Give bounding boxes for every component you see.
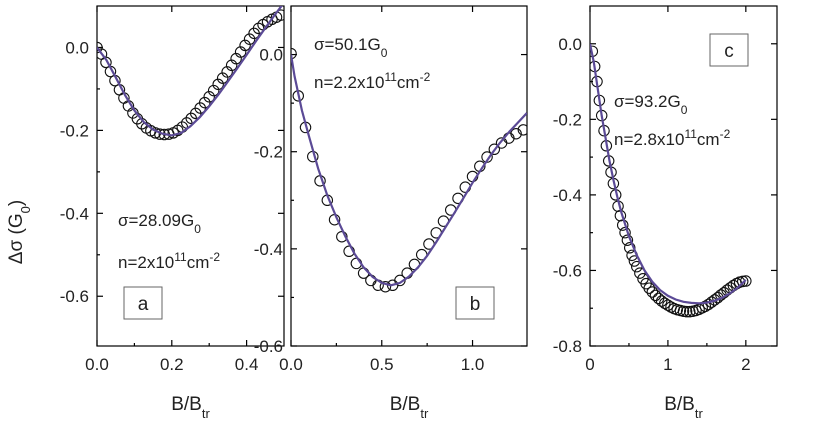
data-point-marker: [379, 280, 392, 293]
data-layer: [291, 47, 527, 293]
panel-b: 0.0 0.5 1.0 0.0 -0.2 -0.4 -0.6 B/Btr σ=50.1G0 n=2…: [254, 5, 528, 421]
fit-curve-line: [590, 43, 747, 305]
x-tick-label: 1: [663, 355, 672, 374]
data-point-marker: [100, 56, 112, 69]
panel-a: 0.0 0.2 0.4 0.0 -0.2 -0.4 -0.6 B/Btr σ=28.09G0 n=…: [60, 5, 285, 421]
x-tick-label: 0: [585, 355, 594, 374]
data-point-marker: [239, 39, 251, 52]
data-point-marker: [510, 127, 522, 140]
data-point-marker: [243, 33, 256, 45]
data-point-marker: [207, 84, 220, 97]
data-point-marker: [198, 96, 211, 109]
data-point-marker: [649, 289, 662, 302]
y-tick-label: -0.4: [553, 186, 582, 205]
y-tick-label: -0.2: [553, 110, 582, 129]
x-tick-label: 0.5: [370, 355, 394, 374]
x-tick-label: 2: [741, 355, 750, 374]
fit-curve-line: [97, 6, 283, 137]
fit-curve-line: [291, 54, 527, 287]
data-point-marker: [699, 300, 712, 313]
panel-label-box: [709, 33, 749, 67]
y-tick-label: -0.6: [60, 287, 89, 306]
annotation-density: n=2.8x1011cm-2: [614, 127, 731, 149]
plot-frame: [96, 5, 285, 347]
panel-c: 0 1 2 0.0 -0.2 -0.4 -0.6 -0.8 B/Btr σ=93.2G0 n=2.8…: [553, 5, 778, 421]
panel-label: b: [470, 294, 481, 315]
data-point-marker: [662, 299, 674, 311]
data-point-marker: [621, 234, 634, 246]
x-tick-label: 0.2: [160, 355, 184, 374]
data-point-marker: [216, 72, 229, 84]
x-tick-label: 0.0: [85, 355, 109, 374]
x-axis-label: B/Btr: [390, 394, 429, 421]
x-tick-label: 0.0: [279, 355, 303, 374]
annotation-sigma: σ=93.2G0: [614, 92, 688, 117]
data-point-marker: [365, 274, 377, 287]
y-tick-label: -0.2: [60, 121, 89, 140]
data-point-marker: [646, 286, 659, 298]
annotation-density: n=2.2x1011cm-2: [314, 70, 431, 92]
x-tick-label: 1.0: [461, 355, 485, 374]
data-point-marker: [740, 275, 752, 287]
data-point-marker: [659, 297, 671, 310]
panel-label-box: [123, 286, 163, 320]
panel-label: c: [724, 41, 734, 62]
x-tick-label: 0.4: [235, 355, 259, 374]
y-tick-label: -0.6: [254, 337, 283, 356]
y-axis-label: Δσ (G0): [6, 200, 33, 264]
y-tick-label: -0.6: [553, 261, 582, 280]
panel-label: a: [138, 294, 149, 315]
plot-frame: [290, 5, 528, 347]
y-tick-label: -0.4: [254, 240, 283, 259]
y-tick-label: 0.0: [65, 38, 89, 57]
data-point-marker: [336, 230, 348, 243]
annotation-density: n=2x1011cm-2: [118, 250, 220, 272]
y-tick-label: 0.0: [558, 35, 582, 54]
y-tick-label: -0.2: [254, 143, 283, 162]
data-layer: [97, 6, 284, 141]
plot-frame: [589, 5, 778, 347]
annotation-sigma: σ=28.09G0: [118, 211, 201, 236]
data-point-marker: [212, 78, 224, 91]
data-point-marker: [702, 298, 715, 311]
x-axis-label: B/Btr: [664, 394, 703, 421]
data-point-marker: [291, 47, 297, 60]
annotation-sigma: σ=50.1G0: [314, 35, 388, 60]
data-point-marker: [655, 295, 668, 307]
x-axis-label: B/Btr: [171, 394, 210, 421]
y-tick-label: -0.4: [60, 204, 89, 223]
data-point-marker: [517, 124, 527, 136]
data-point-marker: [623, 242, 636, 254]
data-point-marker: [680, 305, 693, 318]
data-layer: [590, 43, 752, 318]
y-tick-label: -0.8: [553, 337, 582, 356]
data-point-marker: [203, 91, 215, 103]
y-tick-label: 0.0: [259, 46, 283, 65]
panel-label-box: [455, 286, 495, 320]
data-point-marker: [488, 143, 501, 156]
data-point-marker: [643, 282, 655, 294]
